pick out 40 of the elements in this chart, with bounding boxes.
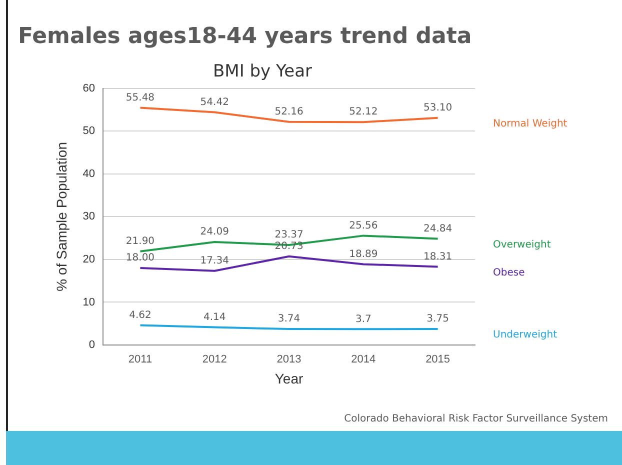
data-label: 23.37: [274, 230, 304, 241]
y-tick-label: 20: [82, 254, 96, 266]
data-label: 3.75: [426, 314, 449, 325]
chart-subtitle: BMI by Year: [213, 62, 312, 82]
text: Overweight: [493, 239, 551, 250]
x-axis-title: Year: [274, 370, 304, 386]
x-tick-label: 2013: [276, 354, 302, 366]
y-tick-label: 30: [82, 210, 96, 223]
data-label: 18.89: [349, 248, 378, 260]
y-axis-title: % of Sample Population: [53, 142, 70, 292]
data-label: 24.84: [423, 223, 452, 234]
data-label: 4.62: [129, 310, 152, 321]
data-label: 52.16: [274, 106, 304, 118]
data-label: 53.10: [423, 102, 452, 114]
data-label: 55.48: [126, 92, 155, 104]
text: Colorado Behavioral Risk Factor Surveillance System: [344, 414, 608, 425]
data-label: 3.7: [355, 314, 372, 325]
data-label: 18.31: [423, 251, 452, 262]
data-label: 4.14: [203, 312, 226, 323]
text: Obese: [493, 267, 525, 278]
data-label: 17.34: [200, 255, 229, 266]
data-label: 24.09: [200, 226, 229, 238]
x-tick-label: 2012: [202, 354, 227, 366]
y-tick-label: 0: [88, 339, 96, 352]
data-label: 3.74: [278, 314, 300, 325]
x-tick-label: 2014: [351, 354, 376, 366]
text: Underweight: [493, 330, 558, 341]
y-tick-label: 40: [82, 168, 96, 180]
data-label: 18.00: [126, 252, 155, 264]
x-tick-label: 2015: [426, 354, 450, 366]
y-tick-label: 60: [82, 82, 96, 94]
data-label: 54.42: [200, 96, 229, 108]
data-label: 25.56: [349, 220, 378, 232]
y-tick-label: 10: [82, 296, 96, 308]
text: Normal Weight: [493, 118, 568, 130]
data-label: 21.90: [126, 236, 155, 247]
data-label: 52.12: [349, 106, 378, 118]
x-tick-label: 2011: [128, 354, 152, 366]
y-tick-label: 50: [82, 125, 96, 138]
chart-title: Females ages18-44 years trend data: [18, 24, 472, 49]
